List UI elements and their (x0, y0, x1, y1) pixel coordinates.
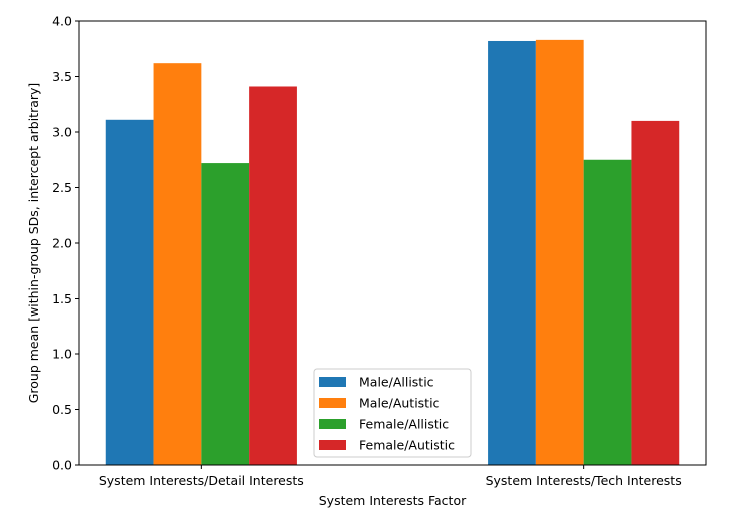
bars-group (105, 39, 680, 466)
y-tick-label: 0.0 (52, 458, 72, 473)
legend-box (313, 368, 472, 458)
x-tick-label: System Interests/Detail Interests (99, 473, 304, 488)
y-axis-label: Group mean [within-group SDs, intercept … (26, 83, 41, 404)
x-axis-label: System Interests Factor (319, 493, 467, 508)
x-axis: System Interests/Detail Interests System … (99, 465, 682, 488)
bar-female-autistic-0 (249, 86, 297, 466)
legend-label: Female/Autistic (359, 438, 455, 453)
y-tick-label: 0.5 (52, 402, 72, 417)
legend-swatch (319, 419, 346, 429)
bar-male-allistic-0 (105, 119, 154, 465)
legend-label: Female/Allistic (359, 417, 449, 432)
bar-female-allistic-0 (201, 163, 250, 465)
y-axis: 0.0 0.5 1.0 1.5 2.0 2.5 3.0 3.5 4.0 (52, 14, 79, 473)
y-tick-label: 1.0 (52, 347, 72, 362)
legend-label: Male/Allistic (359, 375, 434, 390)
y-tick-label: 3.5 (52, 69, 72, 84)
bar-male-autistic-0 (153, 63, 202, 466)
y-tick-label: 2.5 (52, 180, 72, 195)
legend-swatch (319, 398, 346, 408)
y-tick-label: 2.0 (52, 236, 72, 251)
bar-female-allistic-1 (583, 159, 632, 465)
bar-female-autistic-1 (631, 120, 680, 466)
bar-male-allistic-1 (488, 40, 536, 465)
y-tick-label: 1.5 (52, 291, 72, 306)
y-tick-label: 4.0 (52, 14, 72, 29)
legend: Male/Allistic Male/Autistic Female/Allisti… (313, 368, 472, 458)
legend-label: Male/Autistic (359, 396, 440, 411)
bar-male-autistic-1 (535, 39, 584, 466)
y-tick-label: 3.0 (52, 125, 72, 140)
x-tick-label: System Interests/Tech Interests (486, 473, 682, 488)
legend-swatch (319, 377, 346, 387)
legend-swatch (319, 440, 346, 450)
